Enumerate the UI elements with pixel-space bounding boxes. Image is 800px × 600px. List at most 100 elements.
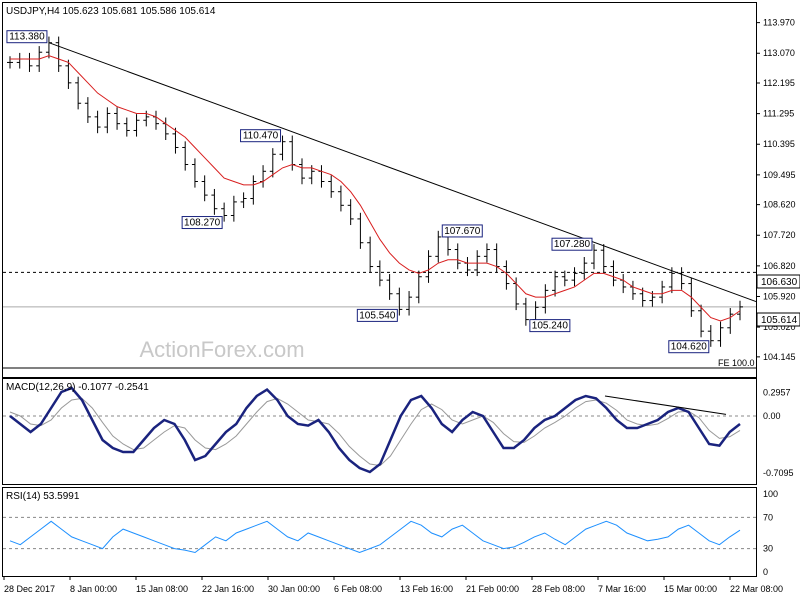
level-price-label: 106.630	[761, 277, 798, 288]
price-bar	[454, 243, 461, 270]
price-bar	[698, 304, 705, 338]
swing-label-box	[551, 237, 593, 251]
price-bar	[513, 277, 520, 311]
price-bar	[435, 230, 442, 263]
swing-label: 107.670	[441, 224, 483, 238]
price-bar	[367, 236, 374, 273]
rsi-axis-label: 0	[763, 567, 768, 577]
price-bar	[7, 56, 13, 69]
price-bar	[26, 52, 33, 72]
price-bar	[386, 274, 393, 300]
price-axis-label: 109.495	[763, 170, 796, 180]
price-bar	[483, 243, 490, 263]
price-bar	[503, 260, 510, 290]
price-bar	[600, 244, 607, 273]
price-bar	[552, 270, 559, 297]
price-bar	[376, 260, 383, 287]
swing-label-text: 104.620	[671, 342, 708, 353]
price-bar	[104, 107, 111, 134]
swing-label: 105.240	[529, 319, 571, 333]
price-bar	[581, 257, 588, 280]
price-bar	[221, 202, 228, 222]
macd-axis-label: 0.2957	[763, 387, 791, 397]
rsi-axis-label: 70	[763, 512, 773, 522]
price-bar	[522, 297, 529, 326]
price-bar	[123, 117, 130, 137]
price-axis-label: 106.820	[763, 261, 796, 271]
price-axis-label: 105.920	[763, 291, 796, 301]
macd-line	[9, 386, 741, 474]
swing-label-text: 105.540	[359, 310, 396, 321]
time-axis-label: 15 Mar 00:00	[664, 584, 717, 594]
price-bar	[396, 287, 403, 316]
macd-divergence-line	[604, 395, 727, 415]
price-layer: 113.380 108.270 110.470 105.540 107.670 105.2…	[3, 30, 757, 369]
rsi-line	[9, 520, 741, 554]
time-axis-label: 8 Jan 00:00	[70, 584, 117, 594]
price-bar	[727, 308, 734, 334]
price-bar	[629, 280, 636, 300]
price-axis-label: 105.020	[763, 322, 796, 332]
level-price-box	[756, 274, 800, 289]
price-bar	[279, 135, 286, 161]
swing-label: 108.270	[181, 216, 223, 230]
price-bar	[707, 325, 714, 347]
swing-label: 110.470	[240, 129, 282, 143]
price-bar	[678, 267, 685, 290]
price-bar	[328, 175, 335, 198]
swing-label: 104.620	[668, 340, 710, 354]
price-bar	[406, 291, 413, 316]
swing-label: 105.540	[356, 308, 398, 322]
price-bar	[737, 300, 743, 321]
price-bar	[230, 195, 237, 222]
price-bar	[610, 260, 617, 287]
price-bar	[542, 284, 549, 314]
swing-label-box	[529, 319, 571, 333]
time-axis-label: 7 Mar 16:00	[598, 584, 646, 594]
swing-label-box	[356, 308, 398, 322]
price-bar	[114, 107, 121, 130]
price-bar	[182, 141, 189, 171]
macd-axis-label: 0.00	[763, 411, 781, 421]
price-bar	[75, 76, 82, 110]
price-bar	[668, 267, 675, 294]
price-bar	[620, 274, 627, 294]
price-bar	[201, 175, 208, 202]
price-bar	[717, 321, 724, 347]
axis-layer: 113.970 113.070 112.195 111.295 110.395 109.4…	[3, 18, 796, 594]
swing-label-box	[668, 340, 710, 354]
swing-label: 113.380	[6, 30, 48, 44]
price-axis-label: 110.395	[763, 139, 795, 149]
time-axis-label: 13 Feb 16:00	[400, 584, 453, 594]
time-axis-label: 15 Jan 08:00	[136, 584, 188, 594]
price-bar	[162, 117, 169, 140]
swing-label-text: 113.380	[9, 32, 45, 43]
swing-label-box	[240, 129, 282, 143]
time-axis-label: 28 Dec 2017	[4, 584, 55, 594]
price-bar	[191, 158, 198, 188]
price-bar	[240, 192, 247, 209]
macd-layer	[3, 386, 756, 474]
price-bar	[659, 280, 666, 304]
price-bar	[269, 148, 276, 178]
swing-label-box	[6, 30, 48, 44]
price-bar	[561, 270, 568, 287]
current-price-label: 105.614	[761, 315, 798, 326]
rsi-axis-label: 30	[763, 544, 773, 554]
rsi-axis-label: 100	[763, 489, 778, 499]
price-bar	[299, 158, 305, 185]
swing-label: 107.280	[551, 237, 593, 251]
swing-label-text: 110.470	[243, 131, 279, 142]
rsi-panel-frame	[2, 487, 757, 577]
price-axis-label: 113.970	[763, 18, 795, 28]
price-bar	[337, 185, 344, 212]
price-bar	[591, 244, 597, 270]
price-bar	[211, 188, 218, 215]
rsi-header: RSI(14) 53.5991	[6, 491, 80, 502]
time-axis-label: 28 Feb 08:00	[532, 584, 585, 594]
rsi-layer	[3, 516, 756, 554]
watermark: ActionForex.com	[139, 337, 304, 362]
macd-header: MACD(12,26,9) -0.1077 -0.2541	[6, 382, 149, 393]
price-bar	[357, 212, 364, 249]
